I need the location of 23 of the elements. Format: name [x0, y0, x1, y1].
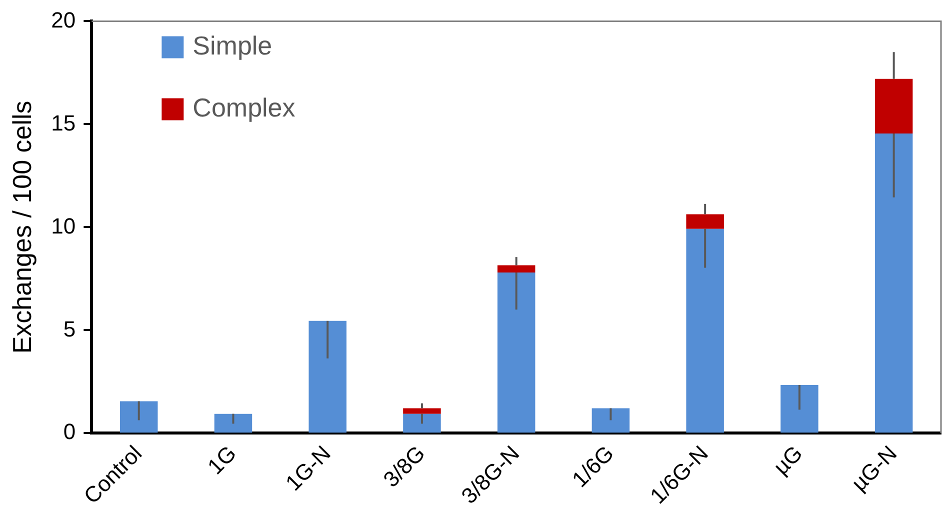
bar: [686, 228, 724, 433]
bar: [497, 265, 536, 273]
bar: [403, 408, 441, 414]
legend-label: Complex: [192, 92, 296, 122]
bar: [874, 78, 913, 134]
x-tick-label: 1G: [202, 440, 242, 480]
x-tick-label: µG: [768, 440, 808, 480]
bar: [874, 133, 913, 433]
y-tick-label: 0: [63, 419, 76, 444]
bar: [497, 272, 536, 433]
legend-label: Simple: [192, 30, 272, 60]
y-tick-label: 10: [51, 213, 76, 238]
bar: [780, 384, 818, 433]
bar: [686, 214, 724, 229]
y-axis-title: Exchanges / 100 cells: [6, 100, 37, 354]
y-tick-label: 15: [51, 110, 76, 136]
bar: [403, 414, 441, 433]
y-tick-label: 20: [51, 7, 76, 32]
bar: [592, 408, 630, 433]
bar: [308, 320, 346, 433]
bar: [214, 414, 252, 433]
y-tick-label: 5: [63, 316, 76, 342]
bar: [120, 401, 158, 433]
